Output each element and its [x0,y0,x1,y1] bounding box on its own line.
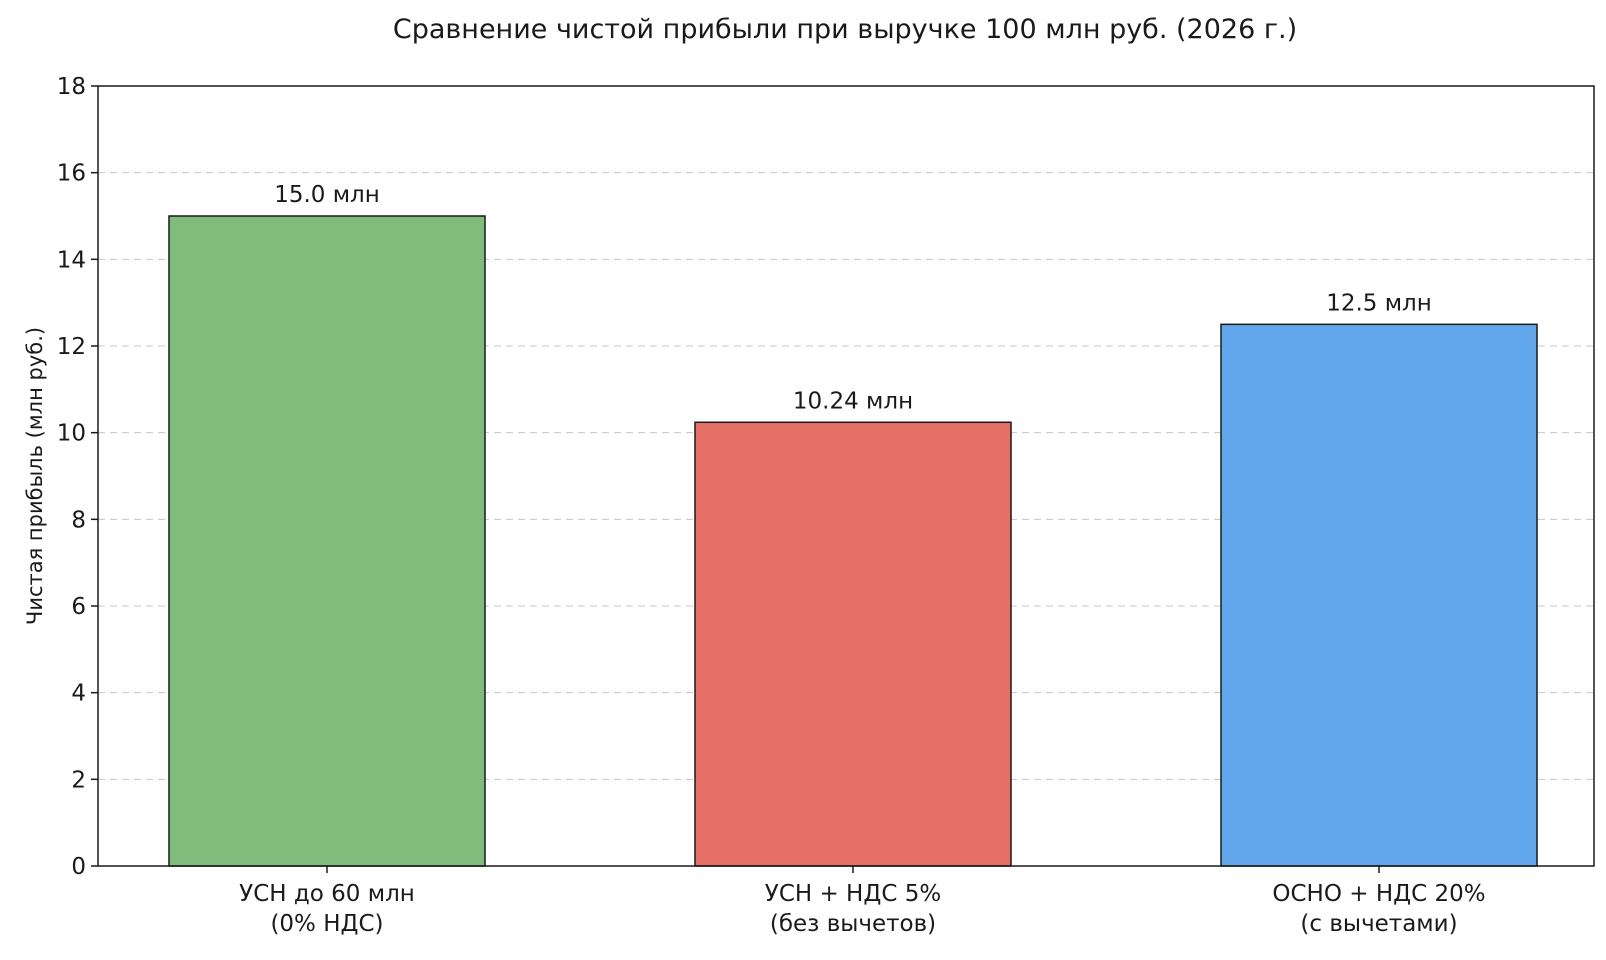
y-tick-label: 8 [71,507,86,533]
y-tick-label: 0 [71,854,86,880]
bars [168,215,1538,867]
y-tick-label: 12 [57,334,86,360]
y-tick-label: 2 [71,767,86,793]
y-axis-label: Чистая прибыль (млн руб.) [23,327,47,625]
y-tick-label: 4 [71,681,86,707]
y-tick-label: 10 [57,421,86,447]
x-tick-label: (0% НДС) [270,911,383,937]
x-tick-label: ОСНО + НДС 20% [1272,881,1485,907]
x-tick-label: УСН до 60 млн [239,881,415,907]
y-tick-label: 16 [57,161,86,187]
data-label: 15.0 млн [274,182,380,208]
y-tick-label: 14 [57,247,86,273]
plot-frame [97,85,1595,867]
x-tick-label: УСН + НДС 5% [765,881,941,907]
y-tick-label: 18 [57,74,86,100]
bar [168,215,486,867]
data-label: 10.24 млн [793,388,913,414]
data-label: 12.5 млн [1326,290,1432,316]
x-tick-label: (с вычетами) [1300,911,1457,937]
chart-title: Сравнение чистой прибыли при выручке 100… [393,14,1297,45]
data-labels: 15.0 млн 10.24 млн 12.5 млн [274,182,1432,414]
bar [1220,323,1538,867]
y-tick-label: 6 [71,594,86,620]
bar [694,421,1012,867]
y-axis-ticks: 0 2 4 6 8 10 12 14 16 18 [57,74,98,880]
x-tick-label: (без вычетов) [770,911,936,937]
x-axis-ticks: УСН до 60 млн (0% НДС) УСН + НДС 5% (без вы… [239,866,1486,937]
